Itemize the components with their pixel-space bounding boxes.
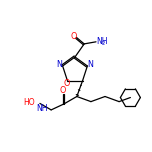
Text: O: O bbox=[63, 79, 70, 88]
Text: N: N bbox=[87, 60, 93, 69]
Text: 2: 2 bbox=[102, 41, 105, 45]
Text: O: O bbox=[70, 32, 77, 41]
Text: HO: HO bbox=[23, 98, 35, 107]
Text: O: O bbox=[60, 86, 66, 95]
Text: N: N bbox=[57, 60, 63, 69]
Text: NH: NH bbox=[37, 104, 48, 113]
Text: NH: NH bbox=[97, 37, 108, 46]
